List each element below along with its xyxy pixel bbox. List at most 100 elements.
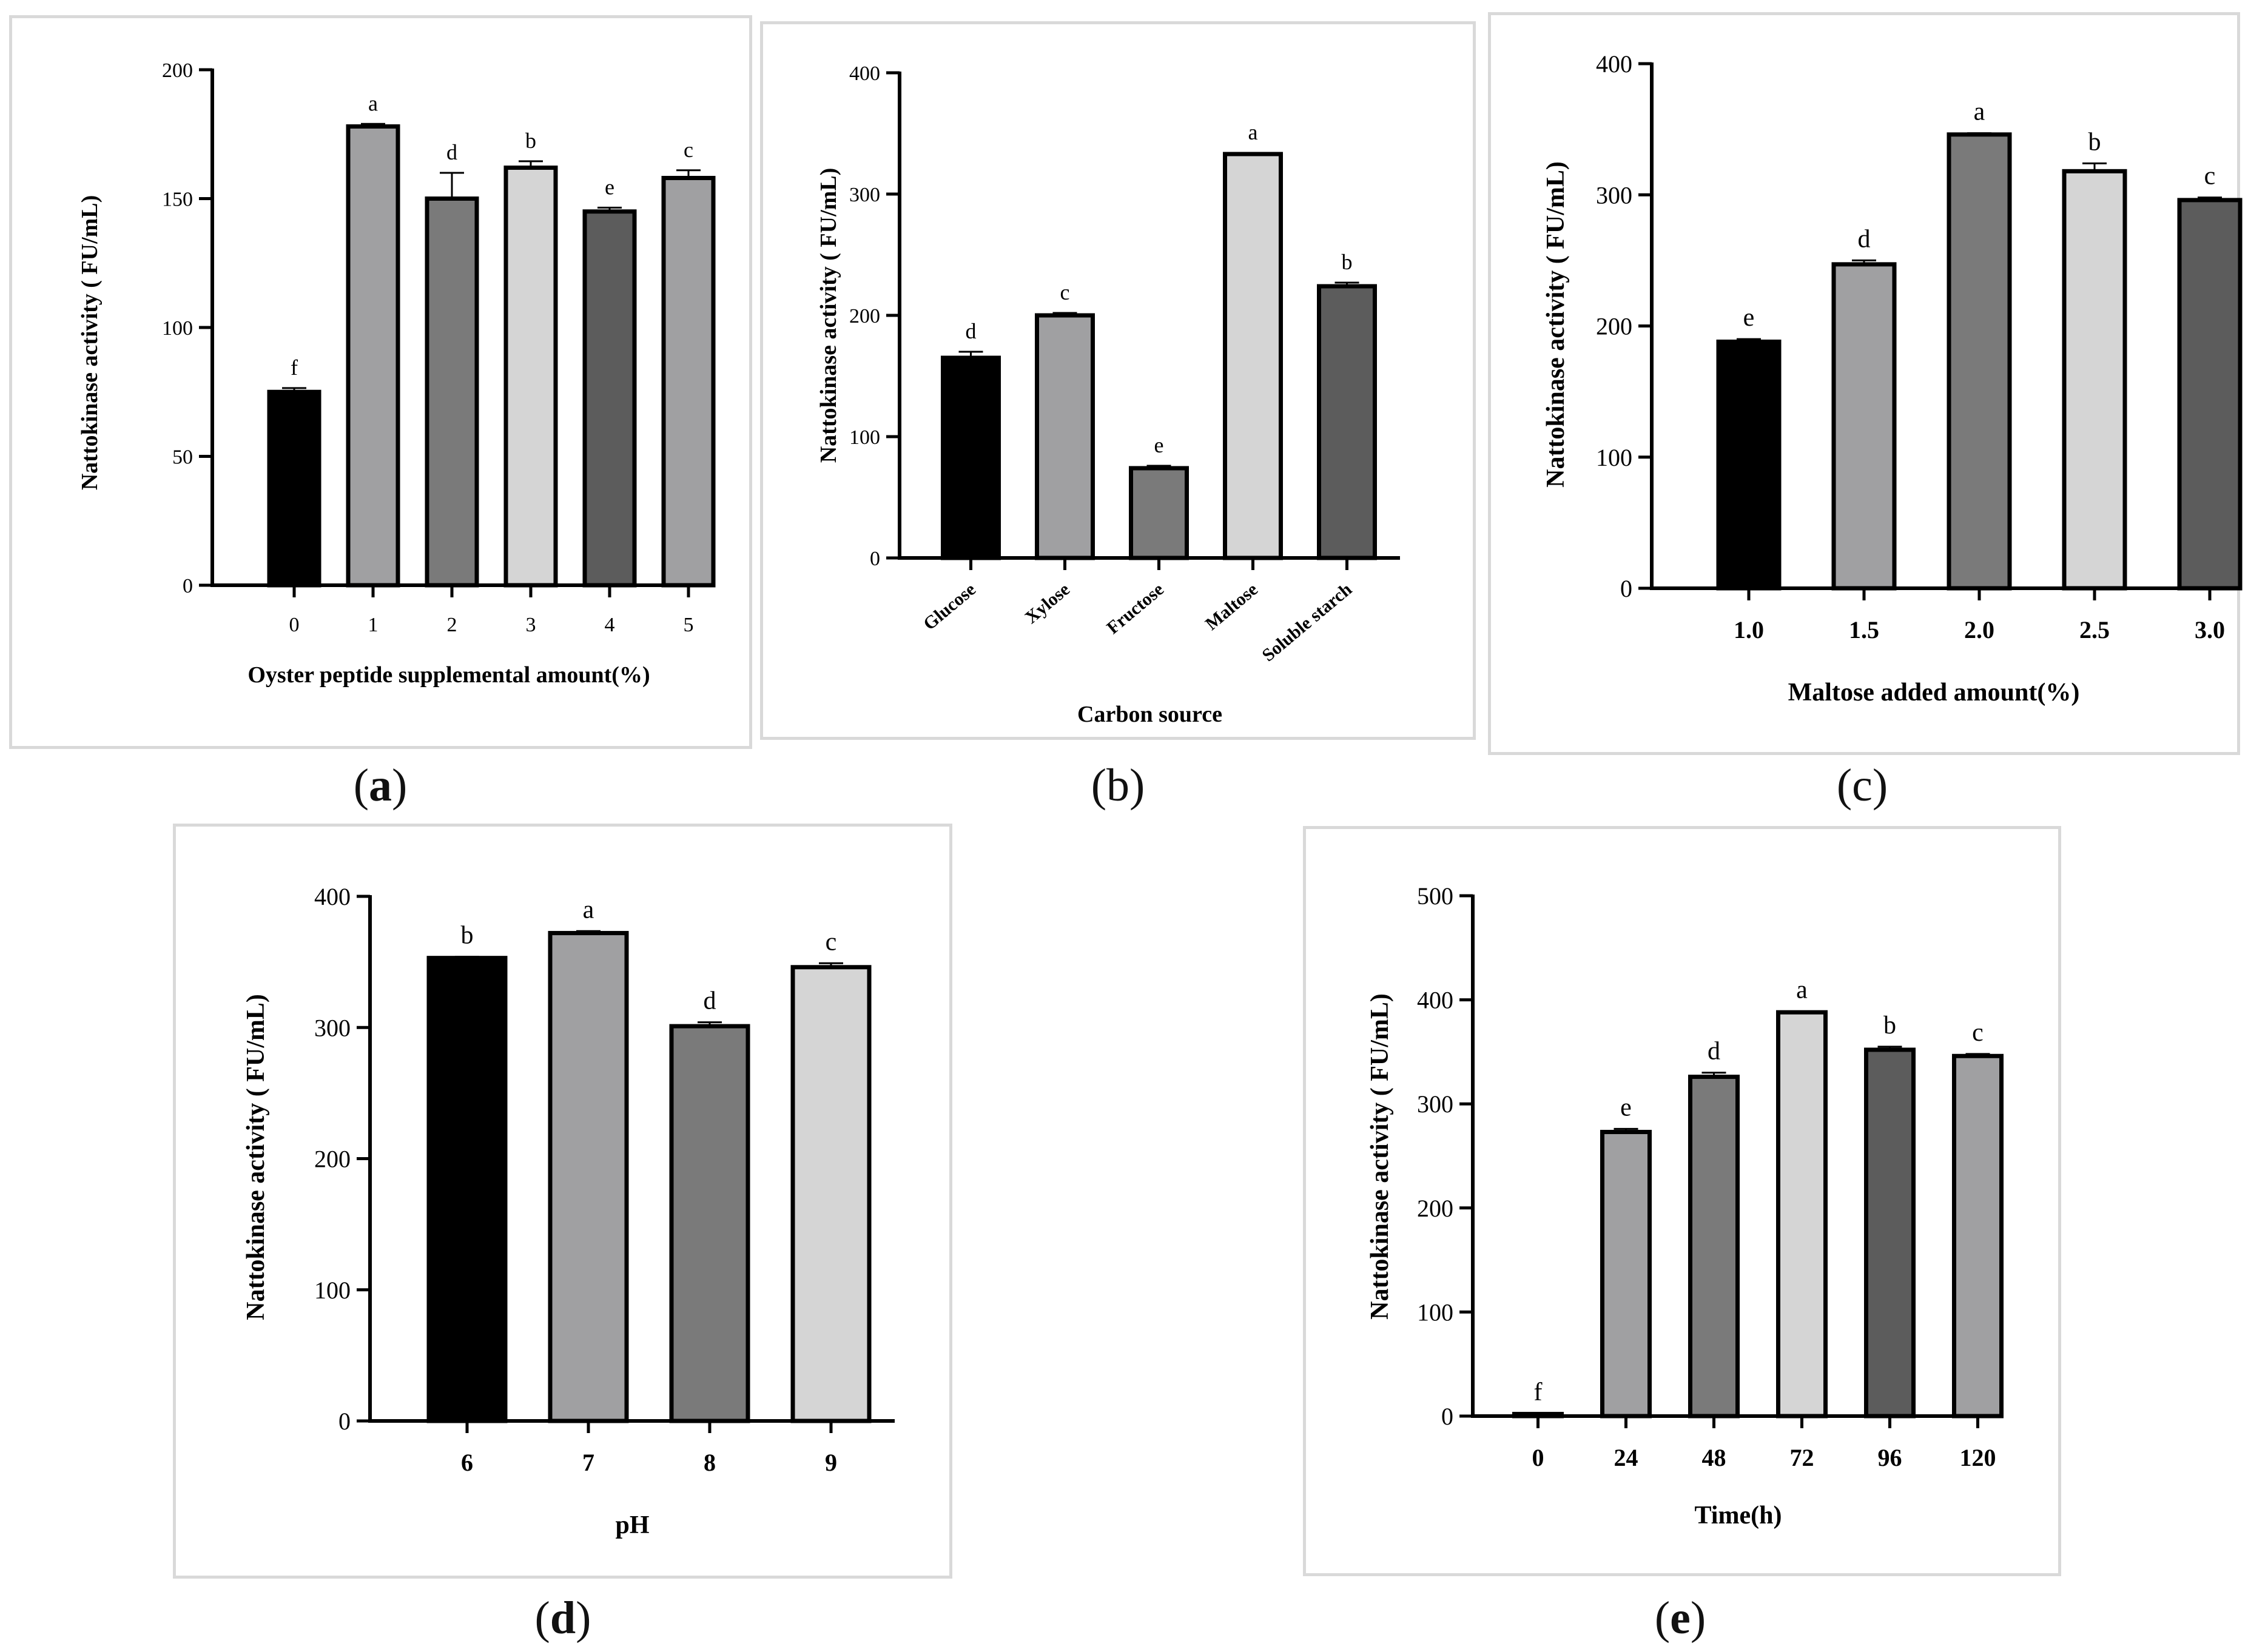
- significance-letter: e: [1154, 433, 1164, 457]
- y-tick-label: 200: [1596, 313, 1632, 340]
- bar: [790, 965, 872, 1423]
- significance-letter: c: [1972, 1019, 1984, 1047]
- significance-letter: a: [1796, 976, 1808, 1004]
- y-tick-label: 400: [1417, 987, 1453, 1014]
- bar: [1864, 1047, 1916, 1419]
- bar: [669, 1024, 750, 1423]
- y-axis-label: Nattokinase activity ( FU/mL): [77, 195, 103, 491]
- y-tick-label: 400: [849, 62, 880, 85]
- caption-c: (c): [1836, 760, 1888, 811]
- chart-d-svg: 0 100 200 300 400 b 6 a 7 d 8 c 9 pH Nattokinase activ…: [242, 883, 895, 1539]
- y-tick-label: 100: [849, 426, 880, 449]
- x-tick-label: 24: [1614, 1444, 1638, 1471]
- x-tick-label: 6: [461, 1449, 473, 1476]
- chart-panel-c: 0 100 200 300 400 e 1.0 d 1.5 a 2.0 b 2.5 c 3.0 Maltose…: [1488, 12, 2243, 755]
- y-tick-label: 0: [1441, 1403, 1453, 1430]
- y-tick-label: 200: [849, 305, 880, 327]
- y-tick-label: 0: [1620, 575, 1632, 602]
- caption-b: (b): [1091, 760, 1145, 811]
- x-tick-label: 48: [1702, 1444, 1726, 1471]
- x-tick-label: 1.0: [1734, 616, 1764, 643]
- significance-letter: a: [368, 91, 378, 115]
- x-tick-label: 96: [1878, 1444, 1902, 1471]
- y-axis-label: Nattokinase activity ( FU/mL): [1542, 161, 1570, 488]
- y-tick-label: 400: [1596, 50, 1632, 78]
- x-axis-label: Oyster peptide supplemental amount(%): [247, 662, 650, 688]
- significance-letter: e: [1620, 1093, 1632, 1121]
- caption-d: (d): [534, 1593, 591, 1644]
- bar: [1600, 1130, 1652, 1419]
- x-tick-label: 4: [605, 614, 615, 636]
- x-tick-label: 5: [684, 614, 694, 636]
- bar: [1129, 466, 1189, 560]
- x-axis-label: pH: [615, 1511, 649, 1539]
- significance-letter: b: [2088, 128, 2101, 156]
- significance-letter: b: [1883, 1012, 1896, 1039]
- y-tick-label: 100: [1417, 1298, 1453, 1326]
- y-tick-label: 0: [183, 575, 193, 597]
- x-tick-label: 2.5: [2079, 616, 2110, 643]
- x-axis-label: Time(h): [1695, 1502, 1782, 1529]
- significance-letter: c: [826, 928, 837, 956]
- chart-panel-b: 0 100 200 300 400 d Glucose c Xylose e Fructose a Ma…: [760, 21, 1476, 740]
- significance-letter: a: [1974, 98, 1985, 126]
- significance-letter: d: [704, 987, 716, 1015]
- bar: [1952, 1053, 2004, 1419]
- bar: [1512, 1412, 1564, 1419]
- x-tick-label: 72: [1790, 1444, 1814, 1471]
- bar: [941, 355, 1001, 560]
- bar: [503, 166, 558, 588]
- x-tick-label: Fructose: [1103, 579, 1168, 638]
- chart-a-svg: 0 50 100 150 200 f 0 a 1 d 2 b 3 e 4 c 5 Oyster peptide s…: [77, 59, 716, 688]
- significance-letter: d: [1708, 1038, 1720, 1066]
- significance-letter: b: [1342, 250, 1353, 274]
- caption-a: (a): [353, 760, 408, 811]
- significance-letter: a: [583, 896, 594, 924]
- x-tick-label: Glucose: [920, 579, 980, 634]
- bar: [1035, 313, 1095, 560]
- y-tick-label: 0: [338, 1408, 351, 1435]
- y-tick-label: 150: [162, 188, 193, 210]
- x-tick-label: 120: [1960, 1444, 1996, 1471]
- y-tick-label: 500: [1417, 882, 1453, 910]
- bar: [1223, 152, 1283, 560]
- x-tick-label: 0: [1532, 1444, 1544, 1471]
- significance-letter: d: [966, 319, 977, 343]
- x-tick-label: 9: [825, 1449, 837, 1476]
- y-axis-label: Nattokinase activity ( FU/mL): [242, 994, 270, 1320]
- y-tick-label: 300: [849, 184, 880, 206]
- significance-letter: a: [1248, 120, 1258, 144]
- significance-letter: b: [525, 129, 536, 153]
- y-tick-label: 400: [314, 883, 351, 910]
- bar: [2177, 198, 2243, 591]
- x-tick-label: 1: [368, 614, 379, 636]
- y-tick-label: 300: [314, 1014, 351, 1041]
- x-axis-label: Maltose added amount(%): [1788, 679, 2080, 707]
- x-tick-label: 8: [704, 1449, 716, 1476]
- significance-letter: c: [1060, 280, 1070, 304]
- bar: [1831, 262, 1897, 591]
- x-tick-label: Xylose: [1021, 579, 1074, 628]
- significance-letter: d: [1858, 225, 1871, 253]
- x-tick-label: 2: [447, 614, 457, 636]
- caption-e: (e): [1654, 1593, 1706, 1644]
- x-tick-label: Maltose: [1202, 579, 1262, 634]
- significance-letter: d: [446, 140, 457, 164]
- y-tick-label: 200: [1417, 1195, 1453, 1222]
- y-tick-label: 100: [314, 1277, 351, 1304]
- y-tick-label: 100: [162, 317, 193, 340]
- x-tick-label: 1.5: [1849, 616, 1879, 643]
- bar: [661, 176, 716, 588]
- chart-c-svg: 0 100 200 300 400 e 1.0 d 1.5 a 2.0 b 2.5 c 3.0 Maltose…: [1542, 50, 2243, 707]
- bar: [582, 209, 637, 588]
- x-tick-label: 3.0: [2195, 616, 2225, 643]
- x-axis-label: Carbon source: [1077, 702, 1222, 727]
- bar: [346, 124, 400, 588]
- chart-panel-d: 0 100 200 300 400 b 6 a 7 d 8 c 9 pH Nattokinase activ…: [173, 824, 952, 1579]
- chart-b-svg: 0 100 200 300 400 d Glucose c Xylose e Fructose a Ma…: [816, 62, 1400, 727]
- x-tick-label: 7: [582, 1449, 594, 1476]
- x-tick-label: 0: [289, 614, 300, 636]
- significance-letter: c: [684, 138, 693, 162]
- bar: [1688, 1075, 1740, 1419]
- chart-e-svg: 0 100 200 300 400 500 f 0 e 24 d 48 a 72 b 96 c 120 Time(h…: [1366, 882, 2004, 1529]
